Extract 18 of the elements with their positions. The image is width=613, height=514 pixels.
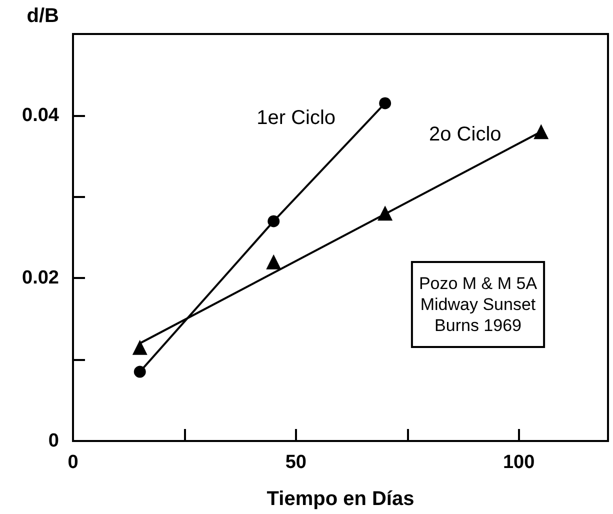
point	[534, 124, 549, 140]
x-tick-label: 100	[502, 452, 535, 473]
x-tick-label: 0	[68, 452, 78, 473]
y-tick-label: 0	[48, 430, 59, 452]
annotation: Pozo M & M 5A Midway Sunset Burns 1969	[418, 274, 538, 335]
series-label: 1er Ciclo	[256, 107, 336, 130]
x-axis-title: Tiempo en Días	[266, 488, 414, 510]
y-axis-title: d/B	[26, 5, 59, 27]
point	[266, 254, 282, 270]
point	[268, 215, 280, 228]
x-tick-label: 50	[285, 452, 306, 473]
series-label: 2o Ciclo	[428, 124, 502, 146]
point	[132, 340, 148, 355]
y-tick-label: 0.04	[22, 104, 60, 126]
point	[134, 366, 146, 378]
point	[378, 206, 393, 221]
y-tick-label: 0.02	[22, 268, 59, 289]
point	[379, 97, 392, 110]
